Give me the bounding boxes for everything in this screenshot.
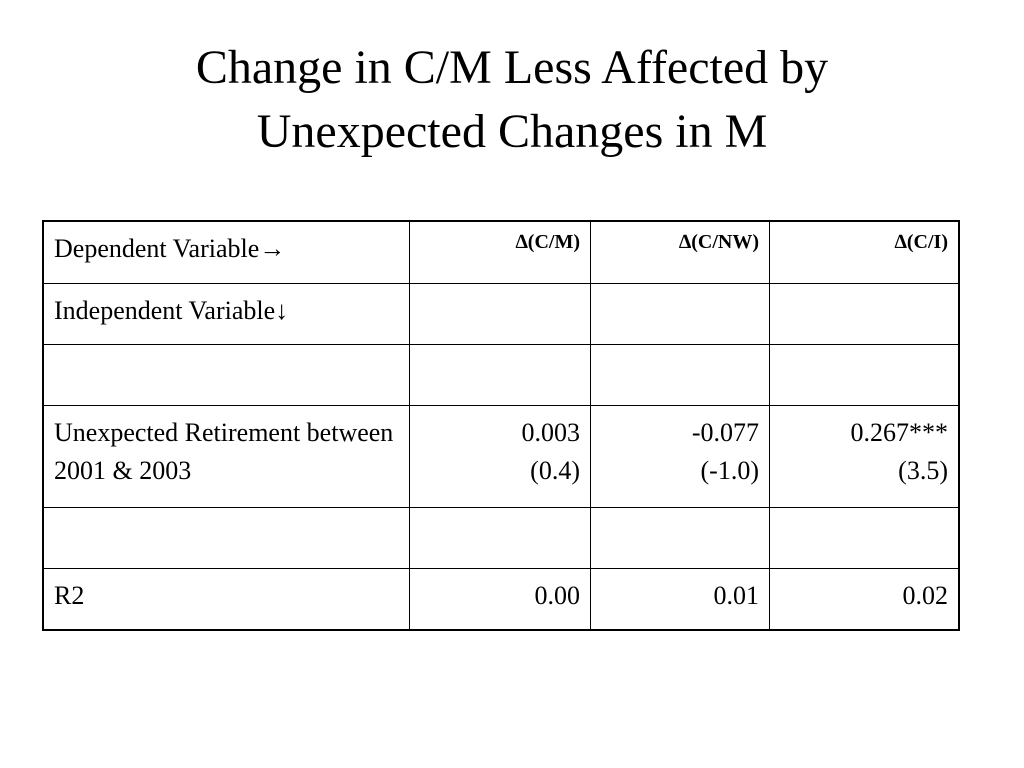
- table-cell: 0.267*** (3.5): [769, 405, 960, 508]
- table-cell: 0.00: [409, 568, 591, 631]
- table-cell: [409, 283, 591, 345]
- regression-table: Dependent Variable→ ∆(C/M) ∆(C/NW) ∆(C/I) In…: [42, 220, 960, 631]
- coefficient: 0.267***: [850, 418, 949, 447]
- coefficient: -0.077: [691, 418, 759, 447]
- table-cell: 0.02: [769, 568, 960, 631]
- t-statistic: (3.5): [898, 456, 948, 485]
- table-cell: [42, 344, 410, 406]
- table-cell: [42, 507, 410, 569]
- slide-title: Change in C/M Less Affected by Unexpected…: [0, 36, 1024, 164]
- table-cell: Unexpected Retirement between 2001 & 200…: [42, 405, 410, 508]
- title-line: Change in C/M Less Affected by: [195, 41, 829, 94]
- coefficient: 0.003: [521, 418, 581, 447]
- table-row: Dependent Variable→ ∆(C/M) ∆(C/NW) ∆(C/I): [42, 220, 960, 284]
- t-statistic: (0.4): [530, 456, 580, 485]
- table-cell: [769, 283, 960, 345]
- table-row: R2 0.00 0.01 0.02: [42, 568, 960, 631]
- table-cell: [590, 507, 770, 569]
- table-cell: [769, 344, 960, 406]
- table-row: [42, 507, 960, 569]
- table-cell: ∆(C/NW): [590, 220, 770, 284]
- table-cell: [769, 507, 960, 569]
- table-row: Unexpected Retirement between 2001 & 200…: [42, 405, 960, 508]
- table-cell: -0.077 (-1.0): [590, 405, 770, 508]
- table-row: Independent Variable↓: [42, 283, 960, 345]
- table-cell: [590, 283, 770, 345]
- table-cell: Dependent Variable→: [42, 220, 410, 284]
- table-cell: [409, 344, 591, 406]
- t-statistic: (-1.0): [700, 456, 759, 485]
- table-cell: Independent Variable↓: [42, 283, 410, 345]
- table-cell: 0.01: [590, 568, 770, 631]
- table-cell: 0.003 (0.4): [409, 405, 591, 508]
- table-row: [42, 344, 960, 406]
- title-line: Unexpected Changes in M: [256, 105, 768, 158]
- table-cell: ∆(C/I): [769, 220, 960, 284]
- table-cell: [590, 344, 770, 406]
- table-cell: ∆(C/M): [409, 220, 591, 284]
- table-cell: [409, 507, 591, 569]
- table-cell: R2: [42, 568, 410, 631]
